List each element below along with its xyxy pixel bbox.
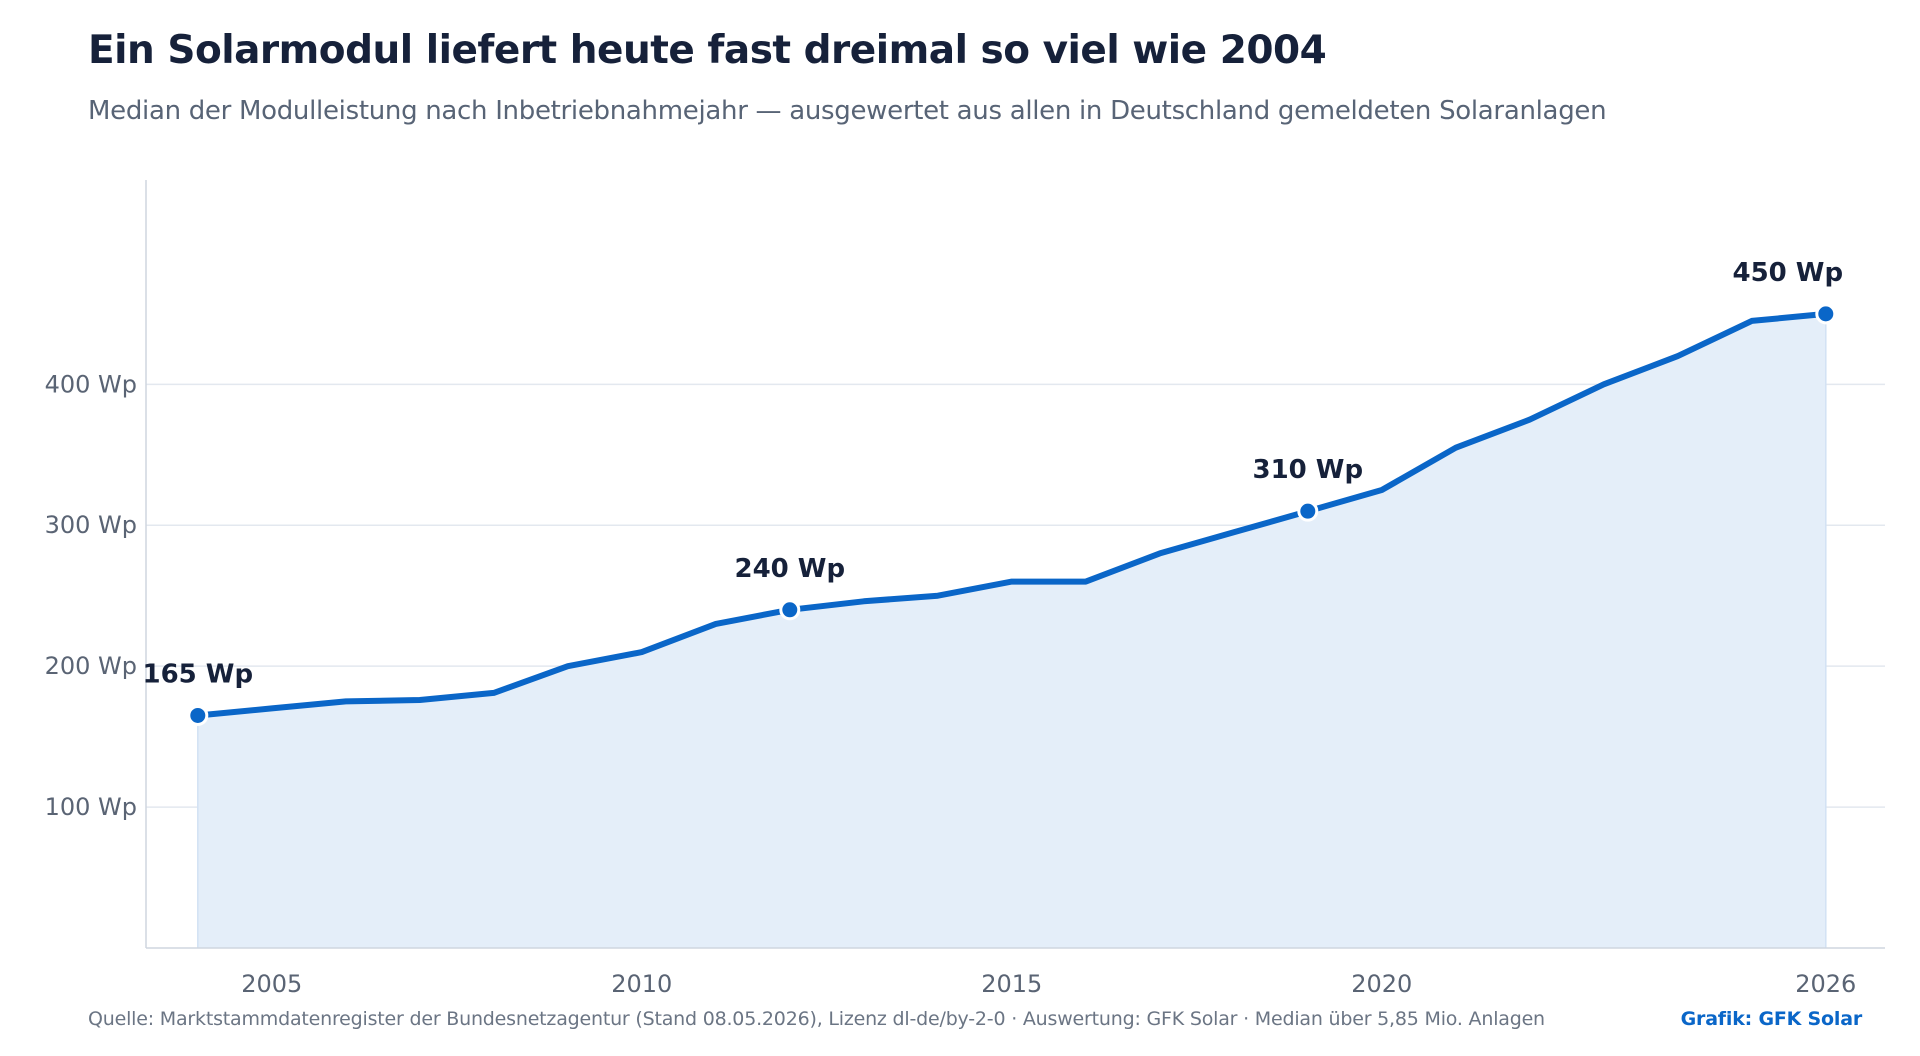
series-line-group bbox=[194, 310, 1829, 719]
y-tick-label: 200 Wp bbox=[45, 652, 137, 680]
series-line bbox=[194, 310, 1829, 719]
y-tick-label: 300 Wp bbox=[45, 511, 137, 539]
x-tick-label: 2005 bbox=[241, 970, 302, 998]
data-label-2026: 450 Wp bbox=[1732, 258, 1843, 288]
tick-labels: 100 Wp 200 Wp 300 Wp 400 Wp 2005 2010 2015 2020… bbox=[45, 370, 1857, 998]
credit-note: Grafik: GFK Solar bbox=[1680, 1008, 1863, 1030]
data-label-2004: 165 Wp bbox=[142, 659, 253, 689]
source-note: Quelle: Marktstammdatenregister der Bund… bbox=[88, 1008, 1545, 1030]
chart-subtitle: Median der Modulleistung nach Inbetriebn… bbox=[88, 96, 1607, 126]
x-tick-label: 2026 bbox=[1795, 970, 1856, 998]
data-label-2012: 240 Wp bbox=[734, 554, 845, 584]
annotation-labels: 165 Wp 240 Wp 310 Wp 450 Wp bbox=[142, 258, 1843, 690]
x-tick-label: 2010 bbox=[611, 970, 672, 998]
y-tick-label: 400 Wp bbox=[45, 370, 137, 398]
data-point-2012 bbox=[779, 599, 801, 621]
chart-title: Ein Solarmodul liefert heute fast dreima… bbox=[88, 28, 1327, 73]
x-tick-label: 2015 bbox=[981, 970, 1042, 998]
data-point-2026 bbox=[1815, 303, 1837, 325]
area-fill-group bbox=[197, 313, 1827, 948]
y-tick-label: 100 Wp bbox=[45, 793, 137, 821]
data-label-2019: 310 Wp bbox=[1252, 455, 1363, 485]
x-tick-label: 2020 bbox=[1351, 970, 1412, 998]
annotation-points bbox=[187, 303, 1837, 726]
area-fill bbox=[197, 313, 1826, 948]
data-point-2004 bbox=[187, 704, 209, 726]
data-point-2019 bbox=[1297, 500, 1319, 522]
axes bbox=[145, 180, 1885, 949]
